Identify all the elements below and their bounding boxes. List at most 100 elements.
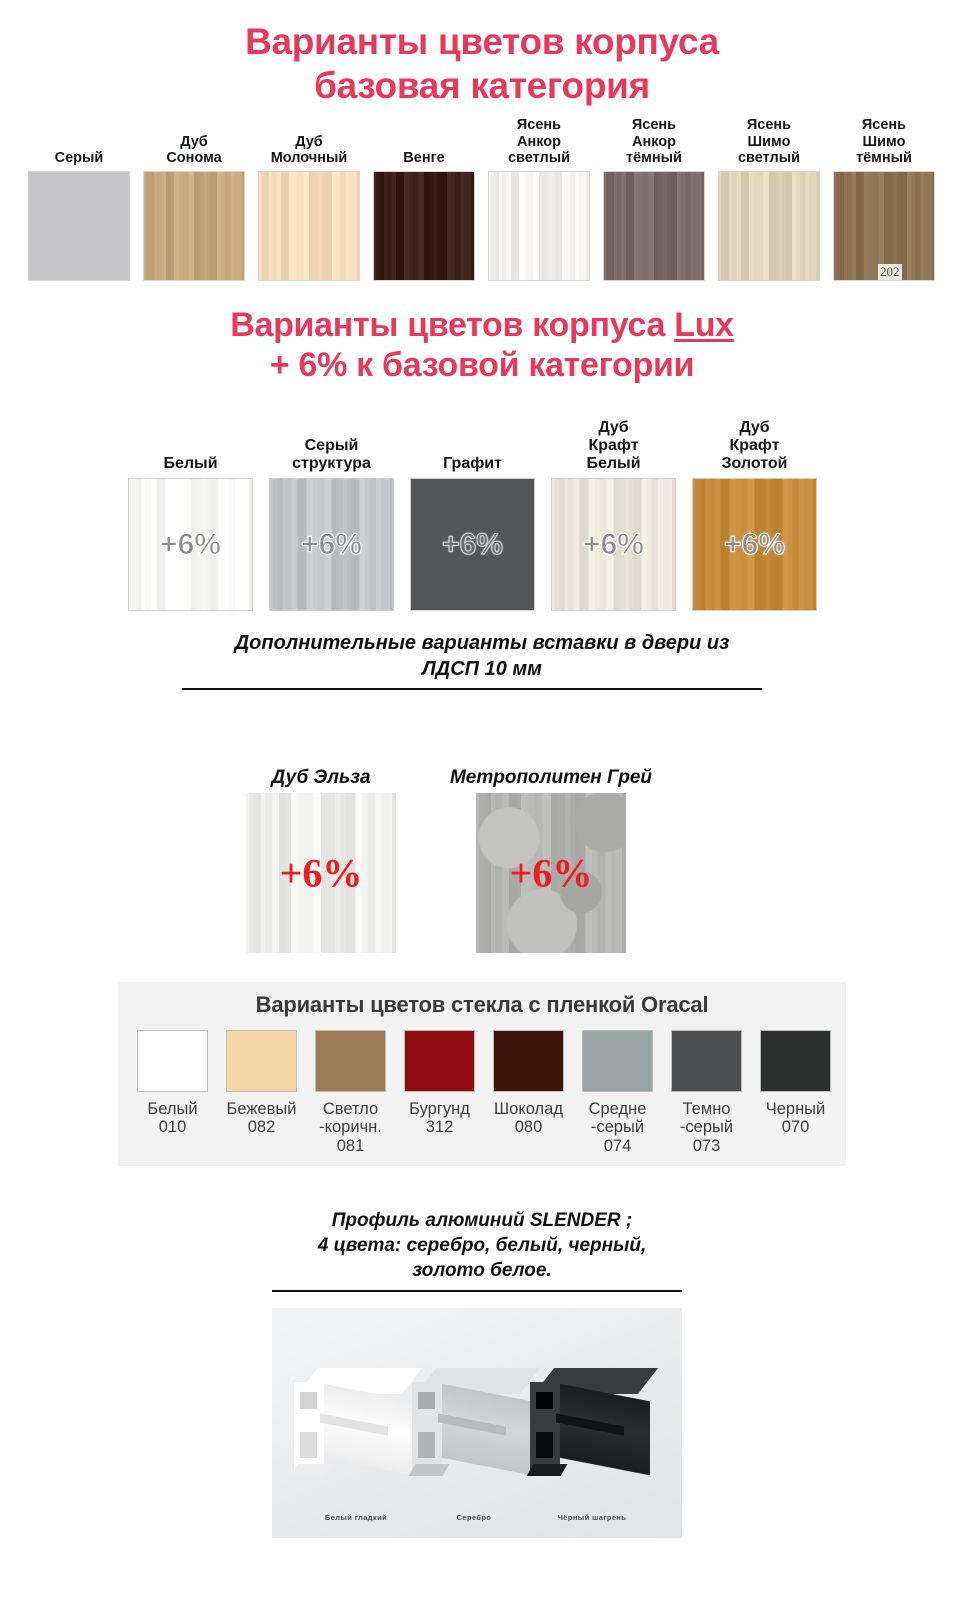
oracal-swatch-item[interactable]: Бежевый 082 xyxy=(217,1030,306,1155)
base-title-line-1: Варианты цветов корпуса xyxy=(245,21,719,62)
lux-swatch-label: Дуб Крафт Золотой xyxy=(721,419,788,473)
slender-title-line-1: Профиль алюминий SLENDER ; xyxy=(331,1210,633,1231)
lux-swatch-item[interactable]: Белый +6% xyxy=(128,415,253,611)
base-swatch-item[interactable]: Ясень Анкор светлый xyxy=(488,116,590,281)
base-swatch-label: Ясень Анкор светлый xyxy=(507,117,571,166)
base-swatch-item[interactable]: Серый xyxy=(28,116,130,281)
oracal-section: Варианты цветов стекла с пленкой Oracal … xyxy=(118,982,846,1166)
lux-swatch-item[interactable]: Дуб Крафт Золотой +6% xyxy=(692,415,817,611)
oracal-section-title: Варианты цветов стекла с пленкой Oracal xyxy=(255,992,709,1017)
oracal-swatch-item[interactable]: Средне -серый 074 xyxy=(573,1030,662,1155)
oracal-swatch-color[interactable] xyxy=(671,1030,742,1092)
lux-title-line-2: + 6% к базовой категории xyxy=(269,346,695,385)
oracal-swatch-caption: Бежевый 082 xyxy=(226,1100,297,1137)
lux-swatch-item[interactable]: Дуб Крафт Белый +6% xyxy=(551,415,676,611)
base-swatch-color[interactable] xyxy=(28,171,130,281)
aluminium-profile-label: Чёрный шагрень xyxy=(557,1513,627,1522)
lux-swatch-color[interactable]: +6% xyxy=(410,478,535,611)
insert-surcharge-label: +6% xyxy=(509,850,593,896)
oracal-swatch-caption: Белый 010 xyxy=(147,1100,198,1137)
oracal-swatch-color[interactable] xyxy=(760,1030,831,1092)
base-swatch-color[interactable] xyxy=(488,171,590,281)
base-swatch-item[interactable]: Дуб Сонома xyxy=(143,116,245,281)
oracal-swatch-color[interactable] xyxy=(226,1030,297,1092)
insert-surcharge-label: +6% xyxy=(279,850,363,896)
base-swatch-label: Ясень Шимо светлый xyxy=(737,117,801,166)
oracal-swatch-caption: Черный 070 xyxy=(765,1100,826,1137)
aluminium-profile xyxy=(526,1368,659,1486)
divider-inserts xyxy=(182,688,762,690)
base-swatch-item[interactable]: Ясень Анкор тёмный xyxy=(603,116,705,281)
base-swatch-label: Дуб Молочный xyxy=(270,133,348,166)
insert-swatch-item[interactable]: Дуб Эльза +6% xyxy=(246,742,396,953)
slender-profile-photo: Белый гладкий Серебро Чёрный шагрень xyxy=(272,1308,682,1538)
lux-swatch-label: Серый структура xyxy=(292,437,371,473)
oracal-swatch-color[interactable] xyxy=(137,1030,208,1092)
lux-swatch-label: Графит xyxy=(443,455,502,473)
aluminium-profile xyxy=(408,1368,541,1486)
insert-swatch-item[interactable]: Метрополитен Грей +6% xyxy=(450,742,652,953)
lux-swatch-color[interactable]: +6% xyxy=(269,478,394,611)
lux-swatch-label: Белый xyxy=(163,455,218,473)
base-swatch-color[interactable] xyxy=(143,171,245,281)
oracal-swatch-caption: Светло -коричн. 081 xyxy=(319,1100,382,1155)
insert-swatch-label: Метрополитен Грей xyxy=(449,766,653,788)
lux-surcharge-label: +6% xyxy=(160,527,222,561)
aluminium-profile-label: Белый гладкий xyxy=(324,1513,388,1522)
base-swatch-color[interactable] xyxy=(718,171,820,281)
slender-title-line-3: золото белое. xyxy=(412,1260,552,1282)
lux-surcharge-label: +6% xyxy=(301,527,363,561)
lux-swatch-item[interactable]: Графит +6% xyxy=(410,415,535,611)
lux-surcharge-label: +6% xyxy=(583,527,645,561)
oracal-swatch-color[interactable] xyxy=(582,1030,653,1092)
oracal-swatch-item[interactable]: Бургунд 312 xyxy=(395,1030,484,1155)
oracal-swatch-item[interactable]: Черный 070 xyxy=(751,1030,840,1155)
base-category-swatch-row: Серый Дуб Сонома Дуб Молочный Венге Ясень Анкор… xyxy=(28,116,948,281)
base-swatch-color[interactable] xyxy=(258,171,360,281)
lux-title-prefix: Варианты цветов корпуса xyxy=(230,306,675,344)
base-swatch-label: Серый xyxy=(54,149,104,166)
slender-section-title: Профиль алюминий SLENDER ; 4 цвета: сере… xyxy=(182,1208,782,1283)
oracal-swatch-item[interactable]: Темно -серый 073 xyxy=(662,1030,751,1155)
lux-swatch-label: Дуб Крафт Белый xyxy=(586,419,641,473)
base-swatch-color[interactable] xyxy=(373,171,475,281)
oracal-swatch-item[interactable]: Шоколад 080 xyxy=(484,1030,573,1155)
base-swatch-item[interactable]: Дуб Молочный xyxy=(258,116,360,281)
base-swatch-color[interactable] xyxy=(603,171,705,281)
aluminium-profile-label: Серебро xyxy=(456,1513,492,1522)
lux-title-line-1: Варианты цветов корпуса Lux xyxy=(0,305,964,345)
base-swatch-item[interactable]: Ясень Шимо тёмный xyxy=(833,116,935,281)
base-swatch-label: Венге xyxy=(403,149,445,166)
lux-swatch-color[interactable]: +6% xyxy=(692,478,817,611)
oracal-swatch-caption: Шоколад 080 xyxy=(494,1100,563,1137)
oracal-swatch-color[interactable] xyxy=(315,1030,386,1092)
inserts-section-title: Дополнительные варианты вставки в двери … xyxy=(182,630,782,682)
page-title-base-category: Варианты цветов корпуса базовая категори… xyxy=(0,20,964,107)
insert-swatch-color[interactable]: +6% xyxy=(476,793,626,953)
oracal-swatch-color[interactable] xyxy=(493,1030,564,1092)
base-swatch-label: Ясень Шимо тёмный xyxy=(856,117,912,166)
oracal-swatch-item[interactable]: Светло -коричн. 081 xyxy=(306,1030,395,1155)
base-swatch-item[interactable]: Ясень Шимо светлый xyxy=(718,116,820,281)
oracal-swatch-item[interactable]: Белый 010 xyxy=(128,1030,217,1155)
lux-category-swatch-row: Белый +6% Серый структура +6% Графит +6% Дуб Кра… xyxy=(128,415,838,611)
base-swatch-label: Ясень Анкор тёмный xyxy=(626,117,682,166)
lux-surcharge-label: +6% xyxy=(442,527,504,561)
lux-swatch-item[interactable]: Серый структура +6% xyxy=(269,415,394,611)
slender-title-line-2: 4 цвета: серебро, белый, черный, xyxy=(317,1235,647,1257)
oracal-swatch-caption: Темно -серый 073 xyxy=(679,1100,734,1155)
insert-swatch-color[interactable]: +6% xyxy=(246,793,396,953)
aluminium-profile xyxy=(290,1368,423,1486)
oracal-swatch-color[interactable] xyxy=(404,1030,475,1092)
insert-swatch-label: Дуб Эльза xyxy=(271,766,371,788)
base-swatch-color[interactable] xyxy=(833,171,935,281)
page-title-lux-category: Варианты цветов корпуса Lux + 6% к базов… xyxy=(0,305,964,385)
base-swatch-item[interactable]: Венге xyxy=(373,116,475,281)
oracal-swatch-caption: Бургунд 312 xyxy=(409,1100,470,1137)
oracal-swatch-row: Белый 010 Бежевый 082 Светло -коричн. 081 Б… xyxy=(128,1030,840,1155)
lux-swatch-color[interactable]: +6% xyxy=(551,478,676,611)
lux-swatch-color[interactable]: +6% xyxy=(128,478,253,611)
base-title-line-2: базовая категория xyxy=(314,64,650,106)
oracal-swatch-caption: Средне -серый 074 xyxy=(588,1100,647,1155)
